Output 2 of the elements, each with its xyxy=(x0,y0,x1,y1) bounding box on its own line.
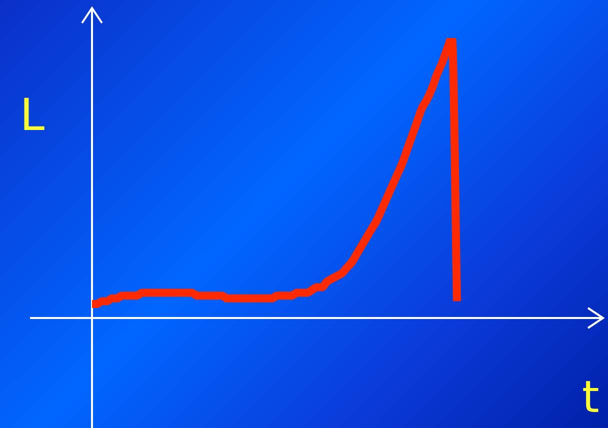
y-axis-title: L xyxy=(20,90,45,141)
x-axis-title: t xyxy=(582,372,600,423)
